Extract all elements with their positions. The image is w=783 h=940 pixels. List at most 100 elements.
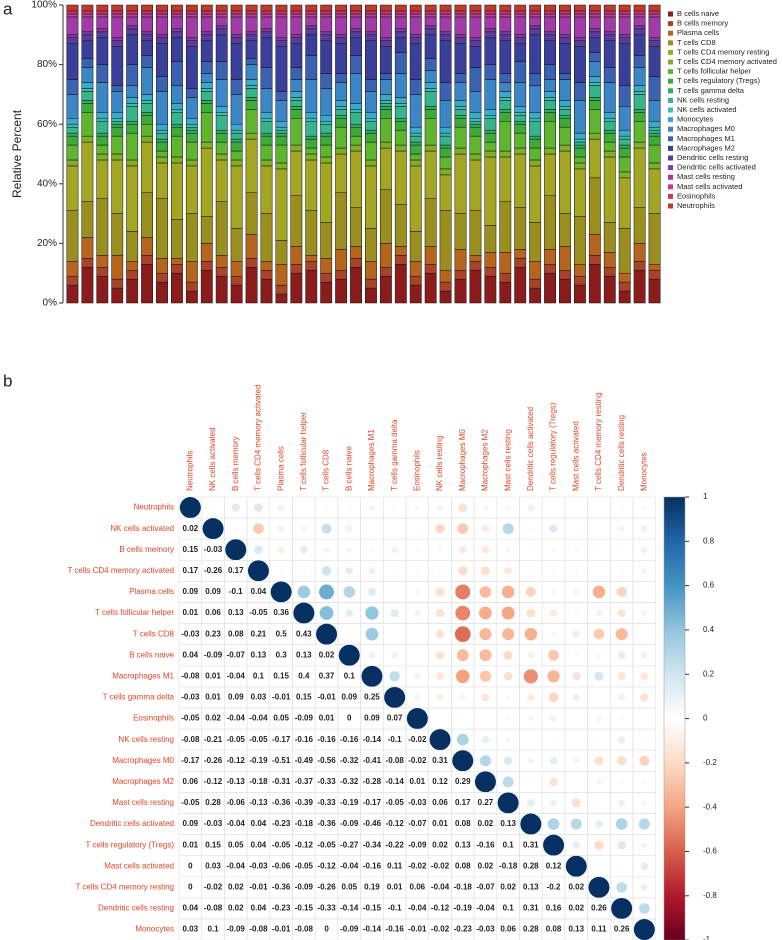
correlation-value: 0.02 [478, 819, 494, 828]
bar-segment [365, 141, 377, 161]
correlation-circle [615, 818, 628, 830]
correlation-value: 0.26 [591, 904, 607, 913]
correlation-value: -0.27 [340, 840, 359, 849]
bar-segment [185, 88, 198, 98]
bar-segment [171, 85, 183, 104]
correlation-circle [455, 605, 471, 621]
correlation-value: -0.05 [295, 861, 314, 870]
bar-segment [305, 10, 318, 15]
bar-segment [424, 16, 437, 27]
bar-segment [544, 272, 556, 304]
bar-segment [141, 192, 154, 238]
bar-segment [618, 290, 631, 304]
bar-segment [245, 16, 258, 33]
bar-segment [424, 70, 437, 83]
correlation-circle [617, 756, 627, 766]
bar-segment [215, 159, 228, 202]
correlation-circle [527, 693, 535, 702]
correlation-value: 0.15 [205, 840, 221, 849]
bar-segment [305, 261, 318, 271]
bar-segment [588, 109, 601, 134]
correlation-circle [617, 672, 626, 681]
bar-segment [320, 88, 333, 116]
legend-label: T cells CD4 memory resting [677, 47, 769, 56]
bar-segment [379, 141, 392, 149]
correlation-value: -0.04 [431, 882, 450, 891]
bar-segment [394, 103, 407, 107]
correlation-value: -0.08 [181, 735, 200, 744]
bar-segment [215, 255, 228, 268]
bar-segment [439, 174, 452, 211]
column-label: B cells memory [231, 436, 240, 491]
bar-segment [529, 165, 542, 223]
correlation-value: 0.13 [296, 650, 312, 659]
correlation-value: -0.03 [249, 861, 268, 870]
bar-segment [469, 46, 482, 68]
correlation-circle [594, 756, 604, 766]
correlation-value: 0.08 [455, 861, 471, 870]
bar-segment [633, 25, 646, 30]
bar-segment [156, 43, 168, 77]
correlation-circle [482, 504, 489, 511]
correlation-value: -0.08 [249, 925, 268, 934]
legend-label: Macrophages M1 [677, 134, 735, 143]
correlation-value: -0.09 [227, 925, 246, 934]
bar-segment [200, 73, 213, 83]
bar-segment [573, 46, 586, 83]
correlation-circle [641, 546, 648, 553]
correlation-value: -0.04 [227, 819, 246, 828]
correlation-circle [574, 717, 578, 721]
cell [632, 918, 657, 940]
column-label: Eosinophils [412, 450, 421, 491]
bar-segment [126, 34, 139, 65]
bar-segment [66, 37, 79, 44]
bar-segment [424, 264, 437, 274]
correlation-value: -0.14 [386, 777, 405, 786]
correlation-circle [549, 609, 558, 617]
bar-segment [424, 198, 437, 247]
bar-segment [409, 79, 422, 95]
correlation-value: -0.21 [204, 735, 223, 744]
correlation-circle [529, 738, 532, 741]
bar-segment [245, 34, 258, 42]
bar-segment [171, 156, 183, 164]
bar-segment [171, 10, 183, 15]
cell [632, 623, 657, 645]
bar-segment [484, 10, 497, 15]
correlation-value: 0.02 [228, 882, 244, 891]
y-tick-label: 0% [43, 298, 58, 309]
bar-segment [335, 34, 348, 39]
correlation-circle [551, 547, 556, 553]
bar-segment [379, 4, 392, 12]
bar-segment [185, 141, 198, 161]
bar-segment [484, 115, 497, 119]
bar-segment [141, 55, 154, 68]
bar-segment [96, 198, 109, 256]
bar-segment [648, 162, 661, 170]
correlation-value: 0.04 [251, 904, 267, 913]
bar-segment [66, 210, 79, 262]
bar-segment [81, 258, 94, 268]
bar-segment [588, 97, 601, 101]
bar-segment [111, 112, 124, 119]
bar-segment [126, 120, 139, 125]
legend-label: Eosinophils [677, 191, 716, 200]
legend-label: NK cells resting [677, 95, 729, 104]
bar-segment [111, 278, 124, 289]
correlation-value: 0.03 [183, 925, 199, 934]
correlation-circle [384, 686, 406, 708]
bar-segment [633, 141, 646, 149]
bar-segment [111, 37, 124, 42]
bar-segment [529, 16, 542, 27]
correlation-value: 0.04 [183, 650, 199, 659]
correlation-circle [429, 729, 451, 751]
bar-segment [260, 4, 273, 12]
correlation-circle [415, 589, 420, 595]
bar-segment [185, 159, 198, 167]
bar-segment [633, 243, 646, 262]
correlation-value: -0.05 [249, 608, 268, 617]
correlation-value: -0.28 [363, 777, 382, 786]
correlation-value: 0 [347, 714, 352, 723]
bar-segment [588, 28, 601, 33]
correlation-circle [549, 524, 558, 533]
